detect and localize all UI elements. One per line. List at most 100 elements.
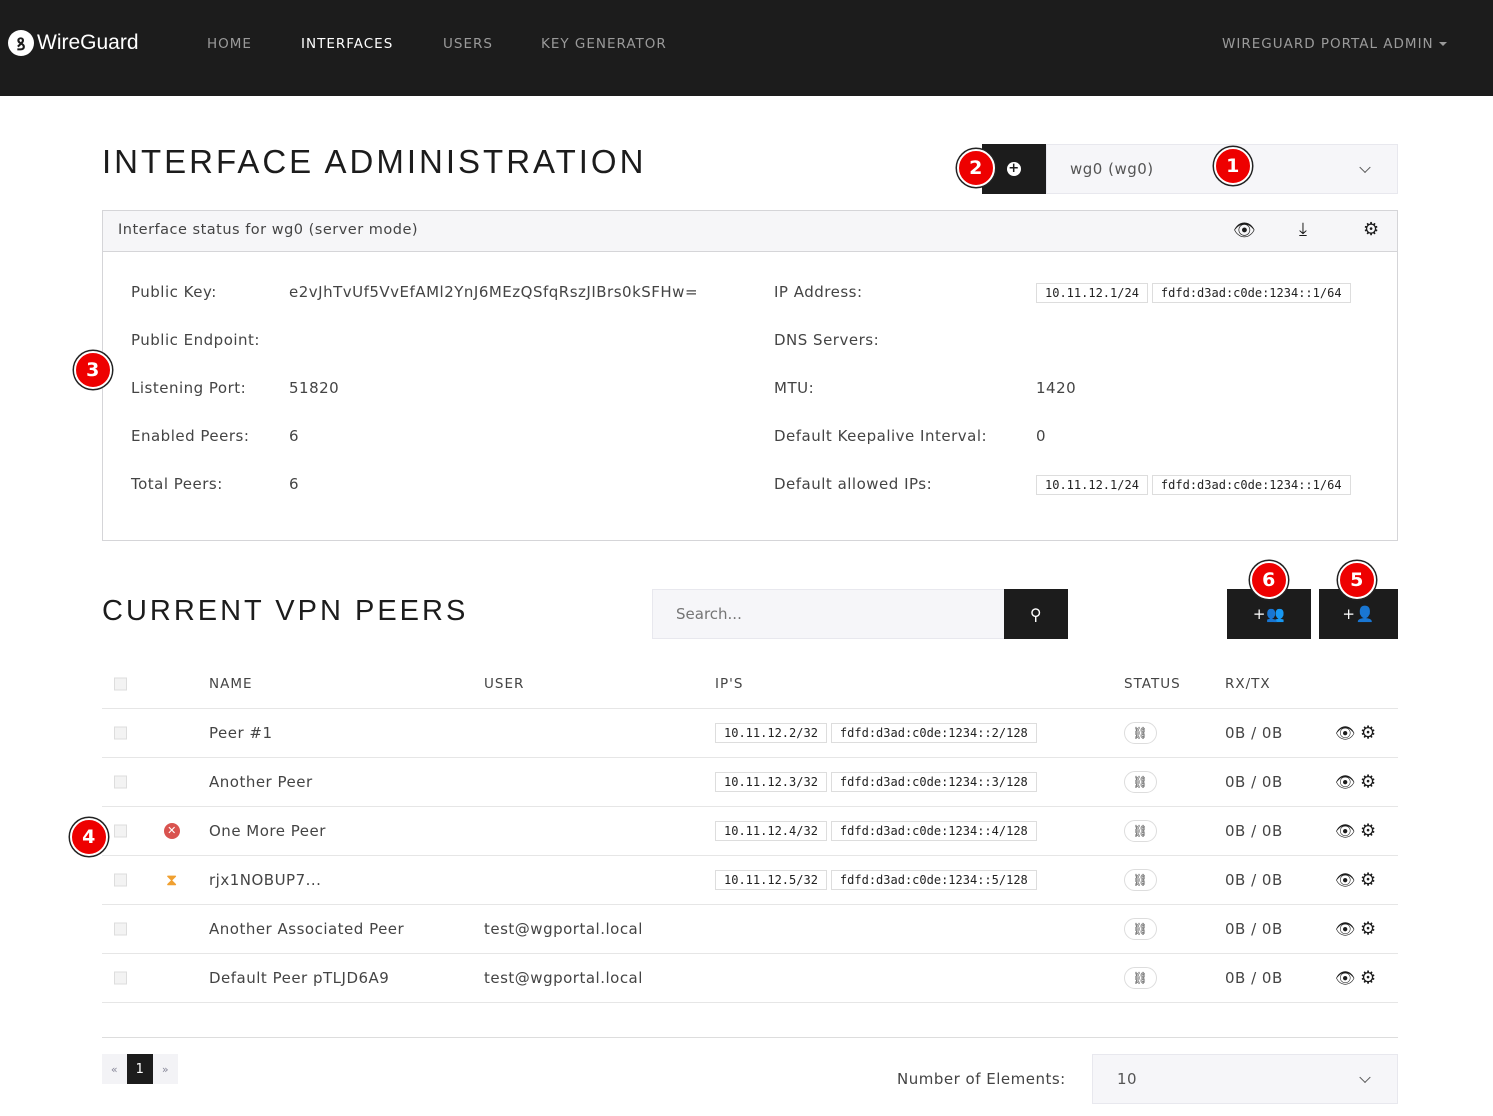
nav-users[interactable]: USERS [443,36,493,52]
peer-rxtx: 0B / 0B [1225,724,1283,742]
ip-tag: fdfd:d3ad:c0de:1234::4/128 [830,821,1037,841]
table-row[interactable]: Default Peer pTLJD6A9 test@wgportal.local… [102,954,1398,1003]
table-row[interactable]: Another Peer 10.11.12.3/32 fdfd:d3ad:c0de:… [102,758,1398,807]
eye-icon[interactable]: 👁 [1335,870,1356,890]
peer-rxtx: 0B / 0B [1225,920,1283,938]
search-input[interactable] [652,589,1005,639]
keepalive-value: 0 [1036,427,1047,445]
disabled-icon: ✕ [164,823,180,839]
pagination-page-1[interactable]: 1 [127,1054,153,1084]
page-size-select[interactable]: 10 [1092,1054,1398,1104]
peer-name: Default Peer pTLJD6A9 [209,969,390,987]
peer-user: test@wgportal.local [484,969,643,987]
page-size-value: 10 [1117,1070,1138,1088]
row-checkbox[interactable] [114,726,127,740]
eye-icon[interactable]: 👁 [1335,821,1356,841]
allowed-ips-label: Default allowed IPs: [774,475,933,493]
allowed-ips-tags: 10.11.12.1/24 fdfd:d3ad:c0de:1234::1/64 [1036,475,1355,495]
annotation-badge-2: 2 [957,149,995,187]
dns-label: DNS Servers: [774,331,880,349]
annotation-badge-4: 4 [70,818,108,856]
gear-icon[interactable]: ⚙ [1360,918,1377,940]
total-peers-label: Total Peers: [131,475,223,493]
ip-tags: 10.11.12.2/32 fdfd:d3ad:c0de:1234::2/128 [715,723,1041,743]
annotation-badge-1: 1 [1214,147,1252,185]
header-name[interactable]: NAME [209,676,253,692]
enabled-peers-label: Enabled Peers: [131,427,250,445]
ip-address-tags: 10.11.12.1/24 fdfd:d3ad:c0de:1234::1/64 [1036,283,1355,303]
user-menu[interactable]: WIREGUARD PORTAL ADMIN [1222,36,1447,52]
table-header-row: NAME USER IP'S STATUS RX/TX [102,660,1398,709]
pagination-prev[interactable]: « [102,1054,127,1084]
eye-icon[interactable]: 👁 [1335,968,1356,988]
eye-icon[interactable]: 👁 [1335,919,1356,939]
pagination-next[interactable]: » [153,1054,178,1084]
row-checkbox[interactable] [114,775,127,789]
peer-rxtx: 0B / 0B [1225,871,1283,889]
ip-tag: 10.11.12.1/24 [1036,475,1148,495]
header-rxtx[interactable]: RX/TX [1225,676,1271,692]
peers-table: NAME USER IP'S STATUS RX/TX Peer #1 10.11… [102,660,1398,1003]
table-row[interactable]: ⧗ rjx1NOBUP7... 10.11.12.5/32 fdfd:d3ad:c0… [102,856,1398,905]
row-checkbox[interactable] [114,971,127,985]
ip-tags: 10.11.12.5/32 fdfd:d3ad:c0de:1234::5/128 [715,870,1041,890]
disconnected-link-icon: ⛓ [1124,967,1157,989]
nav-key-generator[interactable]: KEY GENERATOR [541,36,667,52]
total-peers-value: 6 [289,475,300,493]
table-row[interactable]: Another Associated Peer test@wgportal.loc… [102,905,1398,954]
header-ips[interactable]: IP'S [715,676,744,692]
gear-icon[interactable]: ⚙ [1360,869,1377,891]
ip-address-label: IP Address: [774,283,863,301]
gear-icon[interactable]: ⚙ [1360,820,1377,842]
interface-status-card: Interface status for wg0 (server mode) 👁… [102,210,1398,541]
peer-name: Another Associated Peer [209,920,405,938]
interface-select-value: wg0 (wg0) [1070,160,1154,178]
keepalive-label: Default Keepalive Interval: [774,427,988,445]
mtu-value: 1420 [1036,379,1077,397]
annotation-badge-5: 5 [1338,561,1376,599]
card-header: Interface status for wg0 (server mode) 👁… [103,211,1397,252]
nav-home[interactable]: HOME [207,36,252,52]
brand-logo[interactable]: ꝸ WireGuard [8,30,139,56]
peer-rxtx: 0B / 0B [1225,969,1283,987]
ip-tag: 10.11.12.2/32 [715,723,827,743]
ip-tag: 10.11.12.3/32 [715,772,827,792]
listening-port-label: Listening Port: [131,379,247,397]
eye-icon[interactable]: 👁 [1335,772,1356,792]
row-checkbox[interactable] [114,824,127,838]
page-size-label: Number of Elements: [897,1070,1066,1088]
gear-icon[interactable]: ⚙ [1363,219,1380,240]
gear-icon[interactable]: ⚙ [1360,967,1377,989]
peer-user: test@wgportal.local [484,920,643,938]
table-row[interactable]: ✕ One More Peer 10.11.12.4/32 fdfd:d3ad:c0… [102,807,1398,856]
header-status[interactable]: STATUS [1124,676,1181,692]
download-icon[interactable]: ⤓ [1299,219,1308,240]
gear-icon[interactable]: ⚙ [1360,771,1377,793]
peer-name: rjx1NOBUP7... [209,871,322,889]
eye-icon[interactable]: 👁 [1233,220,1257,241]
chevron-down-icon [1359,161,1371,174]
table-row[interactable]: Peer #1 10.11.12.2/32 fdfd:d3ad:c0de:1234:… [102,709,1398,758]
header-user[interactable]: USER [484,676,525,692]
public-key-value: e2vJhTvUf5VvEfAMl2YnJ6MEzQSfqRszJIBrs0kS… [289,283,699,301]
gear-icon[interactable]: ⚙ [1360,722,1377,744]
row-checkbox[interactable] [114,873,127,887]
search-button[interactable]: ⚲ [1004,589,1068,639]
eye-icon[interactable]: 👁 [1335,723,1356,743]
mtu-label: MTU: [774,379,815,397]
peer-name: Another Peer [209,773,313,791]
divider [102,1037,1398,1038]
ip-tag: fdfd:d3ad:c0de:1234::1/64 [1151,283,1351,303]
user-menu-label: WIREGUARD PORTAL ADMIN [1222,36,1434,52]
row-checkbox[interactable] [114,922,127,936]
ip-tag: fdfd:d3ad:c0de:1234::1/64 [1151,475,1351,495]
peer-rxtx: 0B / 0B [1225,822,1283,840]
peer-rxtx: 0B / 0B [1225,773,1283,791]
nav-interfaces[interactable]: INTERFACES [301,36,394,52]
pagination: « 1 » [102,1054,178,1084]
select-all-checkbox[interactable] [114,677,127,691]
hourglass-icon: ⧗ [166,870,178,889]
disconnected-link-icon: ⛓ [1124,820,1157,842]
disconnected-link-icon: ⛓ [1124,918,1157,940]
annotation-badge-6: 6 [1250,561,1288,599]
